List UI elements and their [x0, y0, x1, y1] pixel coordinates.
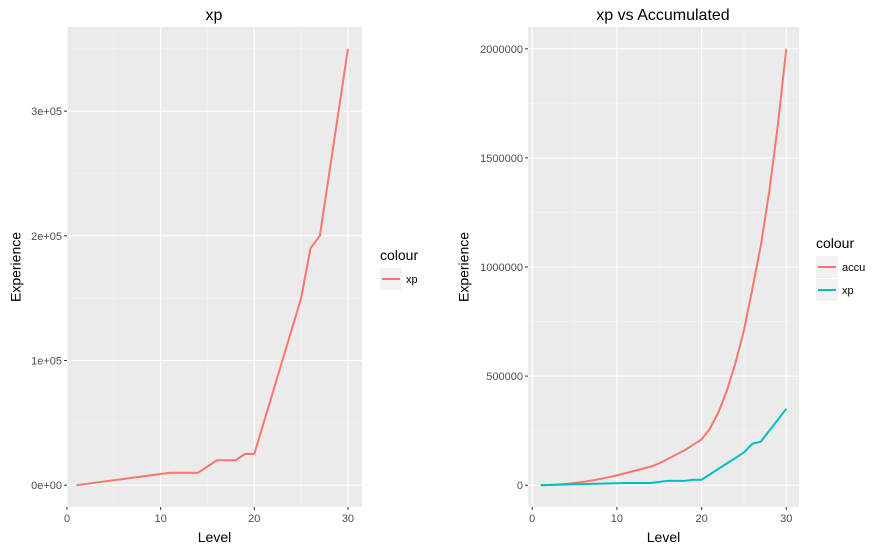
x-axis-label: Level — [647, 529, 680, 545]
series-line-accu — [540, 48, 788, 487]
x-tick-label: 30 — [780, 513, 792, 525]
x-tick-label: 0 — [64, 513, 70, 525]
series-line-xp — [76, 48, 349, 487]
legend: colour accu xp — [816, 235, 865, 301]
y-axis-label: Experience — [456, 232, 472, 302]
x-axis-label: Level — [198, 529, 231, 545]
x-tick-label: 10 — [155, 513, 167, 525]
x-tick-label: 20 — [248, 513, 260, 525]
legend-label: xp — [406, 274, 418, 286]
x-tick-label: 20 — [695, 513, 707, 525]
legend-label: xp — [842, 285, 854, 297]
chart-panel-2: 0 10 20 30 0 500000 1000000 1500000 2000000 xp vs… — [456, 7, 866, 545]
y-tick-label: 2000000 — [480, 44, 523, 56]
legend-label: accu — [842, 262, 865, 274]
legend-item-xp: xp — [380, 268, 418, 290]
y-tick-label: 3e+05 — [31, 106, 62, 118]
y-tick-label: 2e+05 — [31, 231, 62, 243]
legend-item-accu: accu — [816, 256, 865, 278]
y-tick-label: 500000 — [486, 371, 523, 383]
y-axis-label: Experience — [8, 232, 24, 302]
x-tick-label: 10 — [611, 513, 623, 525]
legend-title: colour — [816, 235, 854, 251]
legend-title: colour — [380, 247, 418, 263]
legend-item-xp: xp — [816, 279, 854, 301]
plot-background — [67, 27, 362, 507]
chart-title: xp — [206, 7, 223, 24]
chart-title: xp vs Accumulated — [596, 7, 729, 24]
y-tick-label: 1e+05 — [31, 356, 62, 368]
legend: colour xp — [380, 247, 418, 290]
y-tick-label: 1500000 — [480, 153, 523, 165]
chart-panel-1: 0 10 20 30 0e+00 1e+05 2e+05 3e+05 xp Level Experi… — [8, 7, 419, 545]
y-tick-label: 0e+00 — [31, 480, 62, 492]
series-line-xp — [540, 408, 788, 487]
x-tick-label: 0 — [529, 513, 535, 525]
y-tick-label: 1000000 — [480, 262, 523, 274]
y-tick-label: 0 — [517, 480, 523, 492]
x-tick-label: 30 — [342, 513, 354, 525]
